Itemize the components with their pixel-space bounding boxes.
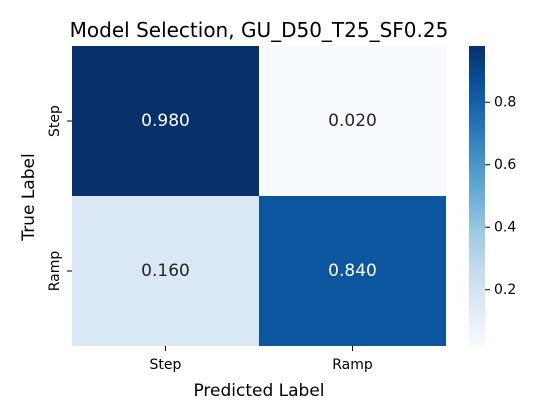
- x-tick-label: Step: [150, 357, 182, 373]
- y-axis-ticks: Step Ramp: [47, 105, 72, 291]
- heatmap-cell: [72, 196, 259, 346]
- heatmap-cell: [259, 196, 446, 346]
- cell-value-label: 0.980: [141, 111, 190, 131]
- cell-value-label: 0.160: [141, 261, 190, 281]
- x-tick-label: Ramp: [332, 357, 373, 373]
- cell-value-label: 0.020: [328, 111, 377, 131]
- x-axis-label: Predicted Label: [193, 381, 324, 401]
- colorbar-tick-label: 0.8: [494, 94, 516, 110]
- heatmap-cell: [72, 46, 259, 196]
- y-tick-label: Step: [47, 105, 63, 137]
- colorbar-tick-label: 0.6: [494, 157, 516, 173]
- y-tick-label: Ramp: [47, 251, 63, 292]
- heatmap-cell: [259, 46, 446, 196]
- heatmap-cells: 0.980 0.020 0.160 0.840: [72, 46, 446, 346]
- chart-title: Model Selection, GU_D50_T25_SF0.25: [70, 18, 449, 42]
- x-axis-ticks: Step Ramp: [150, 346, 373, 373]
- colorbar-tick-label: 0.4: [494, 219, 516, 235]
- colorbar-ticks: 0.2 0.4 0.6 0.8: [485, 94, 516, 298]
- y-axis-label: True Label: [19, 153, 39, 241]
- colorbar: [469, 46, 485, 346]
- colorbar-tick-label: 0.2: [494, 282, 516, 298]
- cell-value-label: 0.840: [328, 261, 377, 281]
